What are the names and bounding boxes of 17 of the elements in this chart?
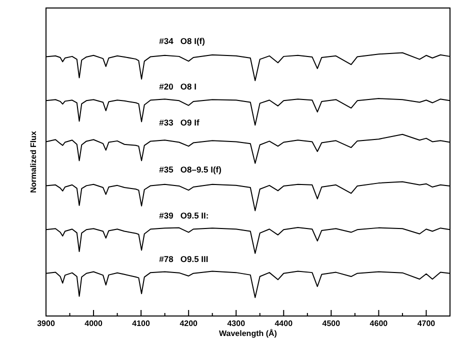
- x-tick-label: 4600: [370, 319, 388, 328]
- x-tick-label: 4300: [227, 319, 246, 328]
- x-tick-label: 4700: [417, 319, 436, 328]
- x-axis-title: Wavelength (Å): [219, 328, 278, 338]
- series-label: #34 O8 I(f): [159, 36, 206, 46]
- x-tick-label: 4400: [274, 319, 294, 328]
- series-label: #35 O8–9.5 I(f): [159, 164, 222, 175]
- x-tick-label: 4100: [132, 319, 151, 328]
- x-tick-label: 3900: [37, 319, 56, 328]
- series-label: #20 O8 I: [159, 82, 196, 92]
- series-label: #78 O9.5 III: [159, 254, 208, 264]
- x-tick-label: 4200: [180, 319, 198, 328]
- y-axis-title: Normalized Flux: [29, 130, 38, 193]
- series-label: #39 O9.5 II:: [159, 210, 209, 221]
- x-tick-label: 4000: [84, 319, 103, 328]
- x-tick-label: 4500: [322, 319, 341, 328]
- series-label: #33 O9 If: [159, 117, 200, 128]
